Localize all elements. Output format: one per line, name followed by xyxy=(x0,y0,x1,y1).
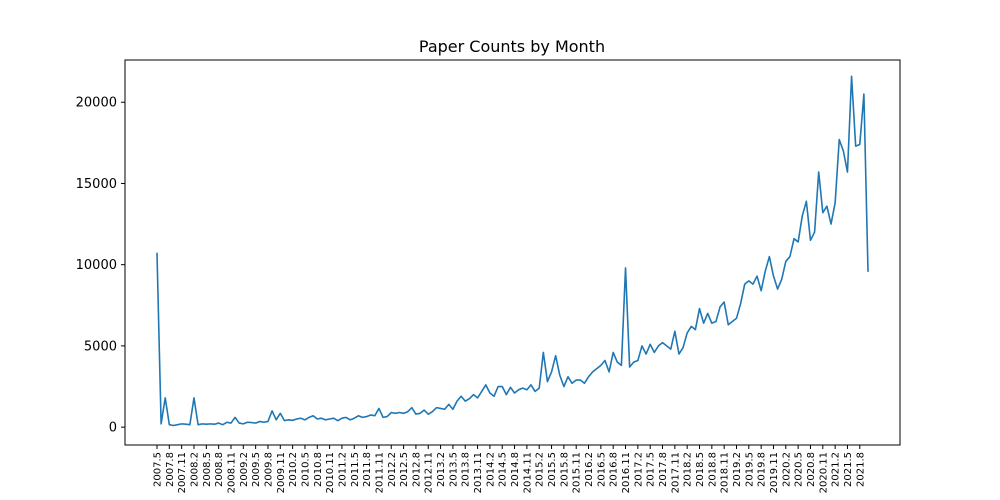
x-tick-label: 2010.2 xyxy=(288,452,299,487)
x-tick-label: 2010.11 xyxy=(325,452,336,493)
x-tick-label: 2018.5 xyxy=(695,452,706,487)
x-tick-label: 2013.8 xyxy=(461,452,472,487)
x-tick-label: 2008.5 xyxy=(202,452,213,487)
x-tick-label: 2008.2 xyxy=(189,452,200,487)
x-tick-label: 2021.5 xyxy=(843,452,854,487)
x-tick-label: 2008.8 xyxy=(214,452,225,487)
x-tick-label: 2016.5 xyxy=(596,452,607,487)
x-tick-label: 2011.11 xyxy=(374,452,385,493)
y-tick-label: 15000 xyxy=(76,177,117,192)
x-tick-label: 2011.2 xyxy=(337,452,348,487)
x-tick-label: 2015.2 xyxy=(535,452,546,487)
x-tick-label: 2012.2 xyxy=(387,452,398,487)
y-tick-label: 0 xyxy=(109,421,117,436)
x-tick-label: 2010.8 xyxy=(313,452,324,487)
x-tick-label: 2010.5 xyxy=(300,452,311,487)
x-tick-label: 2012.5 xyxy=(399,452,410,487)
x-tick-label: 2007.8 xyxy=(165,452,176,487)
chart-title: Paper Counts by Month xyxy=(419,37,605,56)
x-tick-label: 2018.8 xyxy=(707,452,718,487)
x-tick-label: 2009.8 xyxy=(263,452,274,487)
x-tick-label: 2014.8 xyxy=(510,452,521,487)
x-tick-label: 2014.5 xyxy=(498,452,509,487)
x-tick-label: 2020.5 xyxy=(794,452,805,487)
x-tick-label: 2019.5 xyxy=(744,452,755,487)
x-tick-label: 2009.11 xyxy=(276,452,287,493)
x-tick-label: 2013.11 xyxy=(473,452,484,493)
x-tick-label: 2014.2 xyxy=(485,452,496,487)
x-tick-label: 2017.5 xyxy=(646,452,657,487)
x-tick-label: 2008.11 xyxy=(226,452,237,493)
x-tick-label: 2013.5 xyxy=(448,452,459,487)
x-tick-label: 2020.2 xyxy=(781,452,792,487)
x-tick-label: 2009.5 xyxy=(251,452,262,487)
x-tick-label: 2013.2 xyxy=(436,452,447,487)
x-tick-label: 2012.8 xyxy=(411,452,422,487)
x-tick-label: 2019.2 xyxy=(732,452,743,487)
plot-frame xyxy=(124,59,901,446)
plot-area xyxy=(156,75,869,427)
series-line-0 xyxy=(156,75,869,427)
x-tick-label: 2011.8 xyxy=(362,452,373,487)
x-tick-label: 2014.11 xyxy=(522,452,533,493)
x-tick-label: 2017.11 xyxy=(670,452,681,493)
x-tick-label: 2007.5 xyxy=(152,452,163,487)
x-tick-label: 2016.11 xyxy=(621,452,632,493)
x-tick-label: 2016.8 xyxy=(609,452,620,487)
x-tick-label: 2018.2 xyxy=(683,452,694,487)
y-tick-label: 20000 xyxy=(76,96,117,111)
x-tick-label: 2011.5 xyxy=(350,452,361,487)
y-axis: 0 5000 10000 15000 20000 xyxy=(76,96,125,436)
x-tick-label: 2020.8 xyxy=(806,452,817,487)
x-tick-label: 2021.2 xyxy=(831,452,842,487)
x-tick-label: 2019.11 xyxy=(769,452,780,493)
x-tick-label: 2021.8 xyxy=(855,452,866,487)
x-tick-label: 2019.8 xyxy=(757,452,768,487)
x-tick-label: 2018.11 xyxy=(720,452,731,493)
x-tick-label: 2012.11 xyxy=(424,452,435,493)
x-tick-label: 2015.5 xyxy=(547,452,558,487)
x-tick-label: 2015.11 xyxy=(572,452,583,493)
x-tick-label: 2009.2 xyxy=(239,452,250,487)
x-tick-label: 2017.2 xyxy=(633,452,644,487)
x-tick-label: 2015.8 xyxy=(559,452,570,487)
x-tick-label: 2020.11 xyxy=(818,452,829,493)
x-tick-label: 2016.2 xyxy=(584,452,595,487)
x-axis: 2007.5 2007.8 2007.11 2008.2 2008.5 2008.8 200… xyxy=(152,445,866,493)
x-tick-label: 2017.8 xyxy=(658,452,669,487)
y-tick-label: 5000 xyxy=(84,339,117,354)
x-tick-label: 2007.11 xyxy=(177,452,188,493)
y-tick-label: 10000 xyxy=(76,258,117,273)
